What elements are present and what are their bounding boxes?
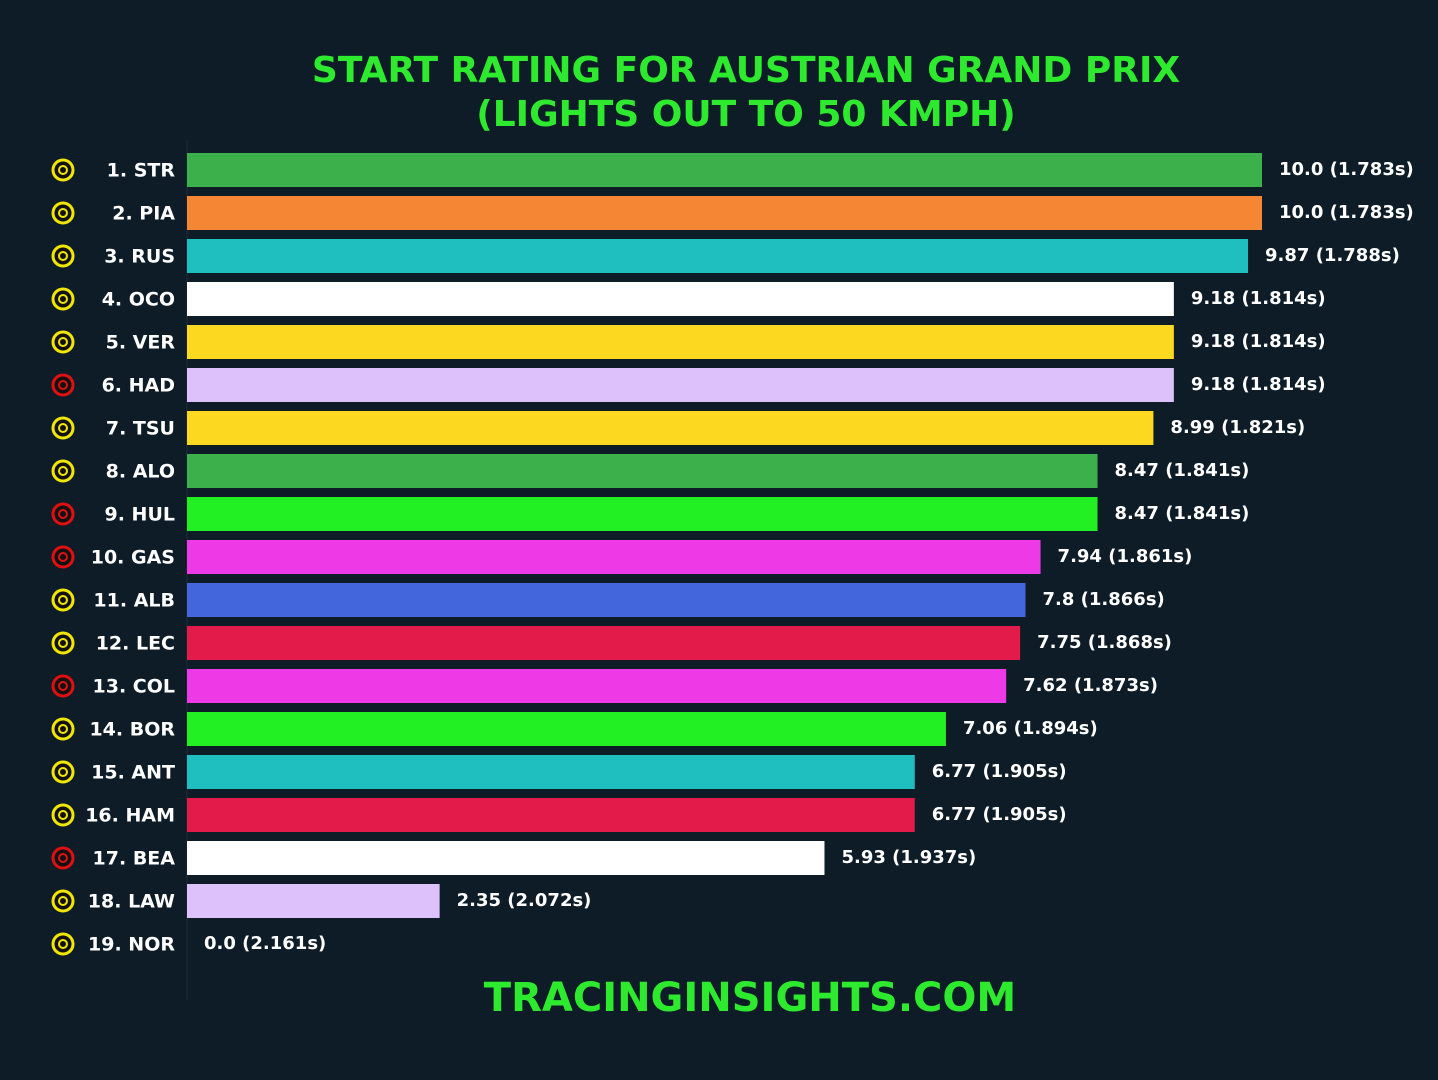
tyre-icon-rim [58,251,68,261]
value-label: 0.0 (2.161s) [204,933,326,954]
tyre-icon-rim [58,165,68,175]
tyre-icon [51,158,75,182]
value-label: 10.0 (1.783s) [1279,159,1414,180]
bar [187,841,825,875]
tyre-icon [51,416,75,440]
bar [187,239,1249,273]
tyre-icon-rim [58,939,68,949]
value-label: 8.99 (1.821s) [1170,417,1305,438]
tyre-icon-rim [58,810,68,820]
bar [187,755,915,789]
tyre-icon-rim [58,681,68,691]
bar [187,196,1262,230]
y-tick-label: 13. COL [93,676,175,698]
value-label: 7.94 (1.861s) [1058,546,1193,567]
footer: TRACINGINSIGHTS.COM [484,975,1016,1021]
bar [187,669,1007,703]
tyre-icon [51,674,75,698]
tyre-icon-rim [58,509,68,519]
bar [187,411,1154,445]
bar [187,153,1262,187]
tyre-icon [51,287,75,311]
value-label: 10.0 (1.783s) [1279,202,1414,223]
bar [187,497,1098,531]
bar [187,325,1174,359]
y-tick-label: 11. ALB [93,590,175,612]
chart-subtitle: (LIGHTS OUT TO 50 KMPH) [476,94,1015,135]
y-tick-label: 7. TSU [106,418,175,440]
tyre-icon [51,373,75,397]
value-label: 7.62 (1.873s) [1023,675,1158,696]
y-tick-label: 5. VER [106,332,176,354]
value-label: 7.75 (1.868s) [1037,632,1172,653]
bar [187,798,915,832]
tyre-icon [51,889,75,913]
bar [187,540,1041,574]
tyre-icon [51,545,75,569]
tyre-icon-rim [58,380,68,390]
tyre-icon-rim [58,853,68,863]
value-label: 7.8 (1.866s) [1043,589,1165,610]
bar [187,368,1174,402]
tyre-icon-rim [58,466,68,476]
tyre-icon-rim [58,552,68,562]
tyre-icon-rim [58,638,68,648]
value-label: 7.06 (1.894s) [963,718,1098,739]
bar [187,712,946,746]
tyre-icon [51,846,75,870]
y-tick-label: 14. BOR [89,719,175,741]
value-label: 6.77 (1.905s) [932,761,1067,782]
tyre-icon-rim [58,724,68,734]
bar [187,454,1098,488]
bar [187,884,440,918]
y-tick-label: 17. BEA [93,848,176,870]
y-tick-label: 18. LAW [88,891,175,913]
tyre-icon-rim [58,294,68,304]
tyre-icon-rim [58,208,68,218]
chart-title: START RATING FOR AUSTRIAN GRAND PRIX [312,50,1180,91]
bar [187,583,1026,617]
y-tick-label: 2. PIA [112,203,175,225]
y-tick-label: 9. HUL [105,504,176,526]
tyre-icon [51,244,75,268]
value-label: 6.77 (1.905s) [932,804,1067,825]
bar [187,626,1021,660]
y-tick-label: 3. RUS [104,246,175,268]
y-tick-label: 10. GAS [91,547,175,569]
y-tick-label: 1. STR [107,160,176,182]
value-label: 9.18 (1.814s) [1191,288,1326,309]
tyre-icon [51,201,75,225]
tyre-icon [51,459,75,483]
y-tick-label: 12. LEC [96,633,175,655]
tyre-icon-rim [58,896,68,906]
tyre-icon [51,631,75,655]
value-label: 9.87 (1.788s) [1265,245,1400,266]
tyre-icon [51,588,75,612]
y-tick-label: 4. OCO [102,289,175,311]
value-label: 9.18 (1.814s) [1191,331,1326,352]
y-tick-label: 8. ALO [106,461,175,483]
tyre-icon-rim [58,423,68,433]
tyre-icon [51,803,75,827]
value-label: 8.47 (1.841s) [1115,503,1250,524]
tyre-icon-rim [58,595,68,605]
y-tick-label: 16. HAM [85,805,175,827]
y-tick-label: 15. ANT [91,762,175,784]
tyre-icon [51,932,75,956]
value-label: 5.93 (1.937s) [841,847,976,868]
tyre-icon-rim [58,767,68,777]
y-tick-label: 6. HAD [102,375,175,397]
tyre-icon-rim [58,337,68,347]
value-label: 8.47 (1.841s) [1115,460,1250,481]
tyre-icon [51,717,75,741]
tyre-icon [51,330,75,354]
tyre-icon [51,760,75,784]
bar [187,282,1174,316]
value-label: 2.35 (2.072s) [457,890,592,911]
value-label: 9.18 (1.814s) [1191,374,1326,395]
tyre-icon [51,502,75,526]
y-tick-label: 19. NOR [88,934,175,956]
